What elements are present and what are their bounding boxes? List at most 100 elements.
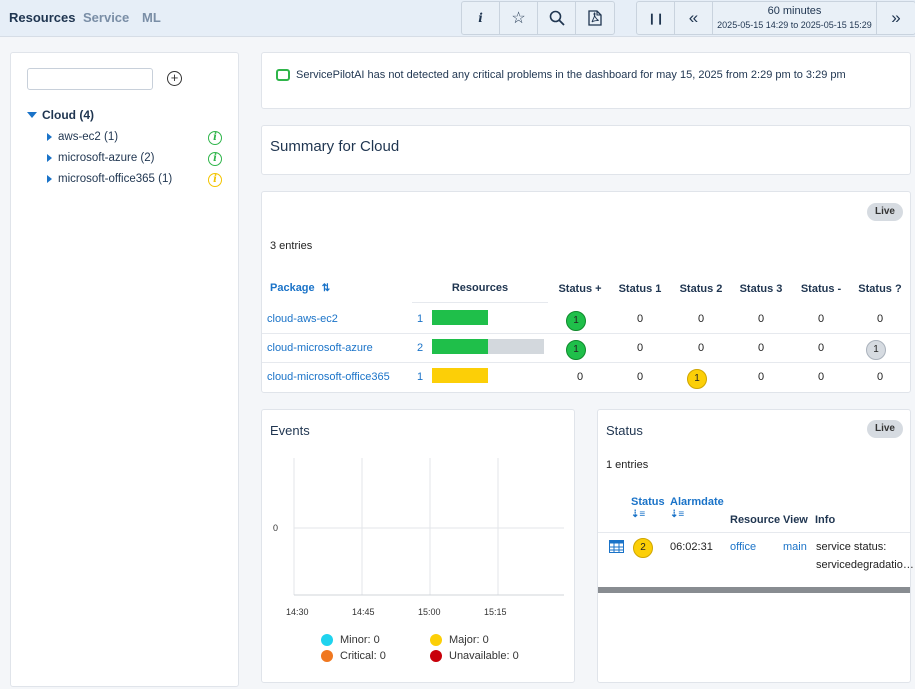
sort-desc-icon: ⇣≡ <box>631 509 646 520</box>
ai-message: ServicePilotAI has not detected any crit… <box>276 69 846 81</box>
pause-button[interactable]: ❙❙ <box>637 2 675 34</box>
favorite-button[interactable]: ☆ <box>500 2 538 34</box>
legend-dot <box>430 650 442 662</box>
tree-item-label: microsoft-azure (2) <box>58 152 155 164</box>
resource-bar-unknown <box>488 339 544 354</box>
info-cell-line1: service status: <box>816 541 887 553</box>
add-button[interactable]: + <box>167 71 182 86</box>
caret-right-icon <box>47 154 52 162</box>
search-button[interactable] <box>538 2 576 34</box>
x-tick-label: 15:00 <box>418 607 441 617</box>
legend-dot <box>321 634 333 646</box>
live-badge[interactable]: Live <box>867 203 903 221</box>
tab-service[interactable]: Service <box>83 10 130 25</box>
events-panel: Events 0 14:30 14:45 15:00 15:15 Minor: … <box>261 409 575 683</box>
info-status-icon[interactable]: i <box>208 173 222 187</box>
pdf-icon <box>588 10 602 26</box>
tree-item-label: microsoft-office365 (1) <box>58 173 173 185</box>
time-range-selector[interactable]: 60 minutes 2025-05-15 14:29 to 2025-05-1… <box>713 2 877 34</box>
caret-right-icon <box>47 133 52 141</box>
legend-major[interactable]: Major: 0 <box>430 634 489 646</box>
legend-unavailable[interactable]: Unavailable: 0 <box>430 650 519 662</box>
status-cell: 0 <box>817 342 825 354</box>
legend-critical[interactable]: Critical: 0 <box>321 650 386 662</box>
package-link[interactable]: cloud-aws-ec2 <box>267 313 338 325</box>
status-badge[interactable]: 1 <box>566 311 586 331</box>
caret-right-icon <box>47 175 52 183</box>
resource-bar-major <box>432 368 488 383</box>
plus-icon: + <box>170 70 179 85</box>
horizontal-scrollbar[interactable] <box>598 587 910 593</box>
status-panel: Status Live 1 entries Status ⇣≡ Alarmdate… <box>597 409 914 683</box>
column-header-resources[interactable]: Resources <box>451 282 509 294</box>
column-header-resource[interactable]: Resource <box>730 514 781 526</box>
live-badge[interactable]: Live <box>867 420 903 438</box>
info-icon: i <box>478 11 483 25</box>
resource-link[interactable]: office <box>730 541 757 553</box>
next-period-button[interactable]: » <box>877 2 915 34</box>
resource-bar-ok <box>432 339 488 354</box>
tree-root-cloud[interactable]: Cloud (4) <box>27 108 94 122</box>
view-link[interactable]: main <box>783 541 807 553</box>
package-table-panel: Live 3 entries Package ⇅ Resources Statu… <box>261 191 911 393</box>
table-icon[interactable] <box>609 540 624 553</box>
resource-bar-ok <box>432 310 488 325</box>
time-toolbar: ❙❙ « 60 minutes 2025-05-15 14:29 to 2025… <box>636 1 915 35</box>
legend-label: Minor: 0 <box>340 634 380 646</box>
tab-ml[interactable]: ML <box>142 10 161 25</box>
column-header-status-minus[interactable]: Status - <box>800 283 842 295</box>
sort-asc-icon: ⇅ <box>321 283 331 294</box>
tree-item-aws-ec2[interactable]: aws-ec2 (1) <box>47 131 118 143</box>
status-cell: 0 <box>697 313 705 325</box>
ai-message-panel: ServicePilotAI has not detected any crit… <box>261 52 911 109</box>
status-cell: 0 <box>817 313 825 325</box>
package-link[interactable]: cloud-microsoft-azure <box>267 342 373 354</box>
x-tick-label: 14:45 <box>352 607 375 617</box>
star-icon: ☆ <box>511 10 526 27</box>
legend-dot <box>321 650 333 662</box>
legend-label: Unavailable: 0 <box>449 650 519 662</box>
events-chart <box>293 458 564 596</box>
legend-minor[interactable]: Minor: 0 <box>321 634 380 646</box>
time-window-label: 2025-05-15 14:29 to 2025-05-15 15:29 <box>717 20 872 30</box>
legend-label: Major: 0 <box>449 634 489 646</box>
status-badge[interactable]: 2 <box>633 538 653 558</box>
status-cell: 0 <box>876 313 884 325</box>
resource-count[interactable]: 1 <box>417 313 424 325</box>
view-toolbar: i ☆ <box>461 1 615 35</box>
status-badge[interactable]: 1 <box>566 340 586 360</box>
info-cell-line2: servicedegradatio… <box>816 559 914 571</box>
tab-resources[interactable]: Resources <box>9 10 76 25</box>
column-header-status-1[interactable]: Status 1 <box>618 283 662 295</box>
info-status-icon[interactable]: i <box>208 152 222 166</box>
column-header-status[interactable]: Status ⇣≡ <box>631 496 665 520</box>
pdf-export-button[interactable] <box>576 2 614 34</box>
column-header-alarmdate[interactable]: Alarmdate ⇣≡ <box>670 496 724 520</box>
header-divider <box>412 302 548 303</box>
info-button[interactable]: i <box>462 2 500 34</box>
column-header-status-3[interactable]: Status 3 <box>739 283 783 295</box>
info-status-icon[interactable]: i <box>208 131 222 145</box>
resource-count[interactable]: 2 <box>417 342 424 354</box>
tree-item-microsoft-azure[interactable]: microsoft-azure (2) <box>47 152 155 164</box>
events-title: Events <box>270 423 310 438</box>
tree-root-label: Cloud (4) <box>42 108 94 122</box>
resource-count[interactable]: 1 <box>417 371 424 383</box>
column-header-status-unknown[interactable]: Status ? <box>858 283 902 295</box>
column-header-status-plus[interactable]: Status + <box>558 283 602 295</box>
column-header-info[interactable]: Info <box>815 514 836 526</box>
tree-filter-input[interactable] <box>27 68 153 90</box>
status-cell: 0 <box>876 371 884 383</box>
tree-item-microsoft-office365[interactable]: microsoft-office365 (1) <box>47 173 172 185</box>
column-header-package[interactable]: Package ⇅ <box>270 282 331 294</box>
status-cell: 0 <box>817 371 825 383</box>
status-badge[interactable]: 1 <box>866 340 886 360</box>
previous-period-button[interactable]: « <box>675 2 713 34</box>
status-cell: 0 <box>636 371 644 383</box>
column-header-view[interactable]: View <box>783 514 808 526</box>
status-badge[interactable]: 1 <box>687 369 707 389</box>
column-header-status-2[interactable]: Status 2 <box>679 283 723 295</box>
resource-tree-panel: + Cloud (4) aws-ec2 (1) i microsoft-azur… <box>10 52 239 687</box>
robot-icon <box>276 69 290 81</box>
package-link[interactable]: cloud-microsoft-office365 <box>267 371 390 383</box>
